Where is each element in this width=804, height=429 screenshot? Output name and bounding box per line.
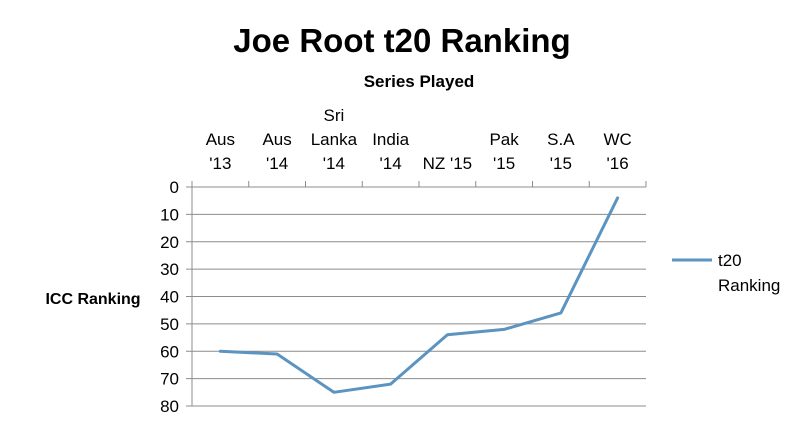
x-tick-label: Sri Lanka '14 — [311, 106, 358, 173]
y-tick-label: 40 — [160, 288, 179, 307]
y-tick-label: 10 — [160, 205, 179, 224]
gridlines — [186, 181, 647, 407]
legend: t20 Ranking — [672, 251, 780, 295]
x-tick-label: NZ '15 — [423, 154, 473, 173]
x-tick-label: Aus '14 — [262, 130, 291, 173]
y-tick-label: 50 — [160, 315, 179, 334]
legend-label: t20 Ranking — [718, 251, 780, 295]
x-axis-title: Series Played — [364, 72, 475, 91]
y-tick-label: 20 — [160, 233, 179, 252]
y-tick-labels: 0 10 20 30 40 50 60 70 80 — [160, 178, 179, 416]
y-axis-title: ICC Ranking — [45, 291, 140, 308]
y-tick-label: 70 — [160, 370, 179, 389]
y-tick-label: 30 — [160, 260, 179, 279]
y-tick-label: 0 — [170, 178, 179, 197]
series-lines — [218, 196, 620, 394]
x-tick-label: Pak '15 — [489, 130, 519, 173]
x-tick-label: WC '16 — [603, 130, 631, 173]
x-tick-labels: Aus '13 Aus '14 Sri Lanka '14 India '14 NZ '15 Pak… — [206, 106, 632, 173]
x-tick-label: India '14 — [372, 130, 409, 173]
x-tick-label: S.A '15 — [547, 130, 575, 173]
chart-title: Joe Root t20 Ranking — [233, 22, 570, 59]
y-tick-label: 60 — [160, 342, 179, 361]
x-tick-label: Aus '13 — [206, 130, 235, 173]
series-line — [218, 196, 620, 394]
y-tick-label: 80 — [160, 397, 179, 416]
